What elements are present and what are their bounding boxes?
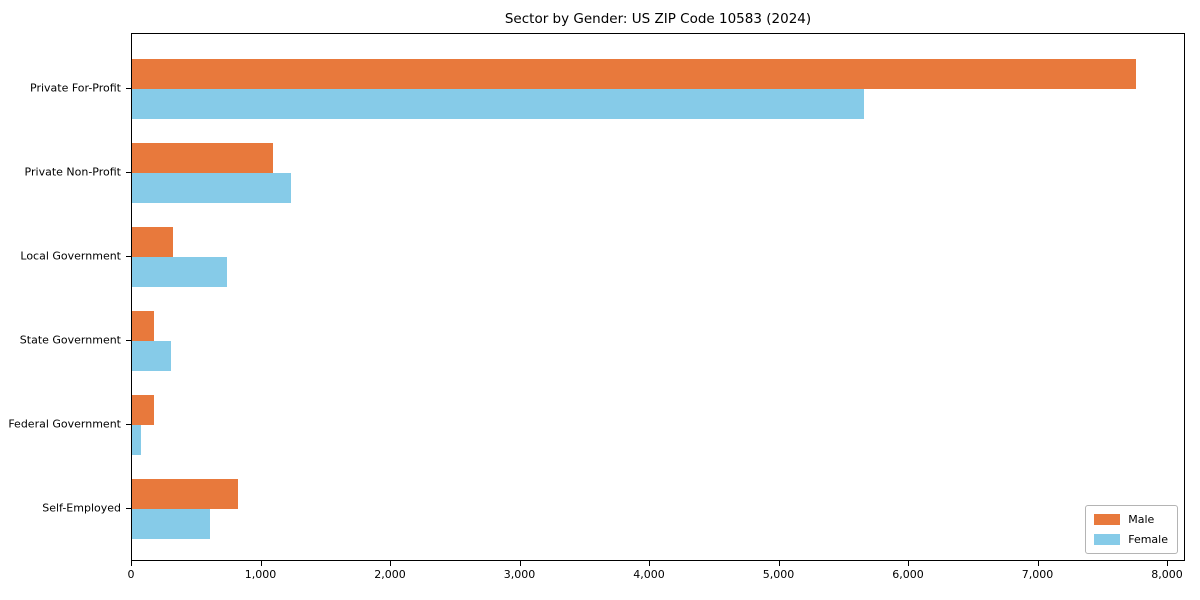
bar-male-state-government (132, 311, 154, 341)
bar-female-local-government (132, 257, 227, 287)
y-axis-tick-mark (126, 88, 131, 89)
bar-male-local-government (132, 227, 173, 257)
x-axis-tick-label: 7,000 (1021, 568, 1054, 581)
x-axis-tick-mark (390, 561, 391, 566)
legend-label-female: Female (1128, 533, 1168, 546)
x-axis-tick-label: 1,000 (244, 568, 277, 581)
x-axis-tick-mark (1037, 561, 1039, 566)
x-axis-tick-mark (649, 561, 650, 566)
x-axis-tick-label: 6,000 (892, 568, 924, 581)
x-axis-tick-mark (131, 561, 132, 566)
legend-swatch-female (1094, 534, 1121, 545)
y-axis-tick-mark (126, 424, 131, 425)
legend-item-male: Male (1094, 513, 1168, 526)
x-axis-tick-label: 0 (127, 568, 135, 581)
x-axis-tick-label: 8,000 (1151, 568, 1183, 581)
x-axis-tick-label: 3,000 (503, 568, 536, 581)
legend: Male Female (1085, 505, 1178, 554)
chart-title: Sector by Gender: US ZIP Code 10583 (202… (504, 11, 812, 27)
bar-female-state-government (132, 341, 171, 371)
bar-male-federal-government (132, 395, 154, 425)
x-axis-tick-mark (1167, 561, 1168, 566)
bar-male-self-employed (132, 479, 238, 509)
x-axis-tick-mark (260, 561, 262, 566)
x-axis-tick-mark (908, 561, 909, 566)
bar-female-private-non-profit (132, 173, 291, 203)
y-axis-tick-mark (126, 508, 131, 509)
x-axis-tick-label: 4,000 (633, 568, 665, 581)
y-axis-category-label: Local Government (20, 249, 121, 263)
plot-area: Male Female (131, 33, 1185, 561)
bar-female-private-for-profit (132, 89, 864, 119)
bar-female-self-employed (132, 509, 210, 539)
legend-swatch-male (1094, 514, 1121, 525)
x-axis-tick-label: 2,000 (374, 568, 406, 581)
y-axis-category-label: Private For-Profit (30, 81, 121, 95)
bar-female-federal-government (132, 425, 141, 455)
y-axis-category-label: Federal Government (8, 417, 121, 431)
y-axis-tick-mark (126, 340, 131, 341)
y-axis-tick-mark (126, 256, 131, 257)
bar-male-private-non-profit (132, 143, 273, 173)
y-axis-tick-mark (126, 172, 131, 173)
legend-label-male: Male (1128, 513, 1155, 526)
x-axis-tick-label: 5,000 (762, 568, 795, 581)
y-axis-category-label: State Government (19, 333, 121, 347)
x-axis-tick-mark (519, 561, 521, 566)
bar-male-private-for-profit (132, 59, 1136, 89)
y-axis-category-label: Private Non-Profit (24, 165, 121, 179)
y-axis-category-label: Self-Employed (42, 501, 121, 515)
legend-item-female: Female (1094, 533, 1168, 546)
x-axis-tick-mark (778, 561, 780, 566)
